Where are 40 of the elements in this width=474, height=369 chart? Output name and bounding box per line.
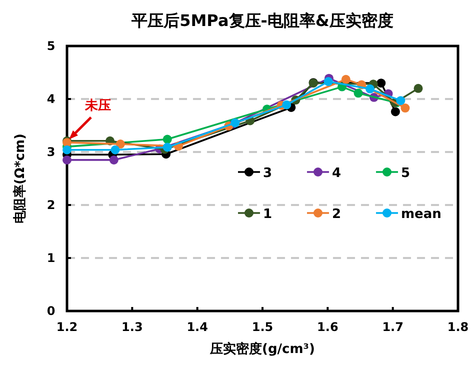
point [62,145,72,154]
x-axis-title: 压实密度(g/cm³) [209,341,315,357]
annotation: 未压 [84,98,111,114]
point [390,107,400,116]
point [324,77,333,86]
y-axis-title: 电阻率(Ω*cm) [12,134,28,224]
point [162,142,172,152]
point [162,134,172,144]
point [109,155,118,164]
y-tick-label: 4 [46,92,56,106]
x-tick-label: 1.3 [122,320,143,334]
point [376,78,386,88]
legend-label: 5 [401,166,410,181]
y-tick-label: 0 [46,304,56,318]
x-tick-label: 1.2 [56,320,78,334]
y-tick-label: 2 [46,198,56,212]
x-tick-label: 1.4 [186,320,208,334]
legend-label: 1 [263,207,272,222]
point [396,96,406,106]
legend-label: mean [401,207,442,222]
point [116,140,125,149]
point [414,84,423,93]
y-tick-label: 1 [46,251,56,265]
point [110,145,120,154]
legend-label: 4 [332,166,342,181]
point [354,88,363,98]
legend-label: 2 [332,207,342,222]
x-tick-label: 1.8 [447,320,469,334]
point [62,155,72,164]
point [282,100,292,110]
y-tick-label: 5 [46,39,56,53]
point [366,84,375,94]
point [341,74,350,84]
point [400,104,410,113]
legend-label: 3 [263,166,272,181]
y-tick-label: 3 [46,145,56,159]
x-tick-label: 1.5 [252,320,274,334]
x-tick-label: 1.6 [317,320,338,334]
chart-title: 平压后5MPa复压-电阻率&压实密度 [130,11,394,30]
x-tick-label: 1.7 [382,320,404,334]
